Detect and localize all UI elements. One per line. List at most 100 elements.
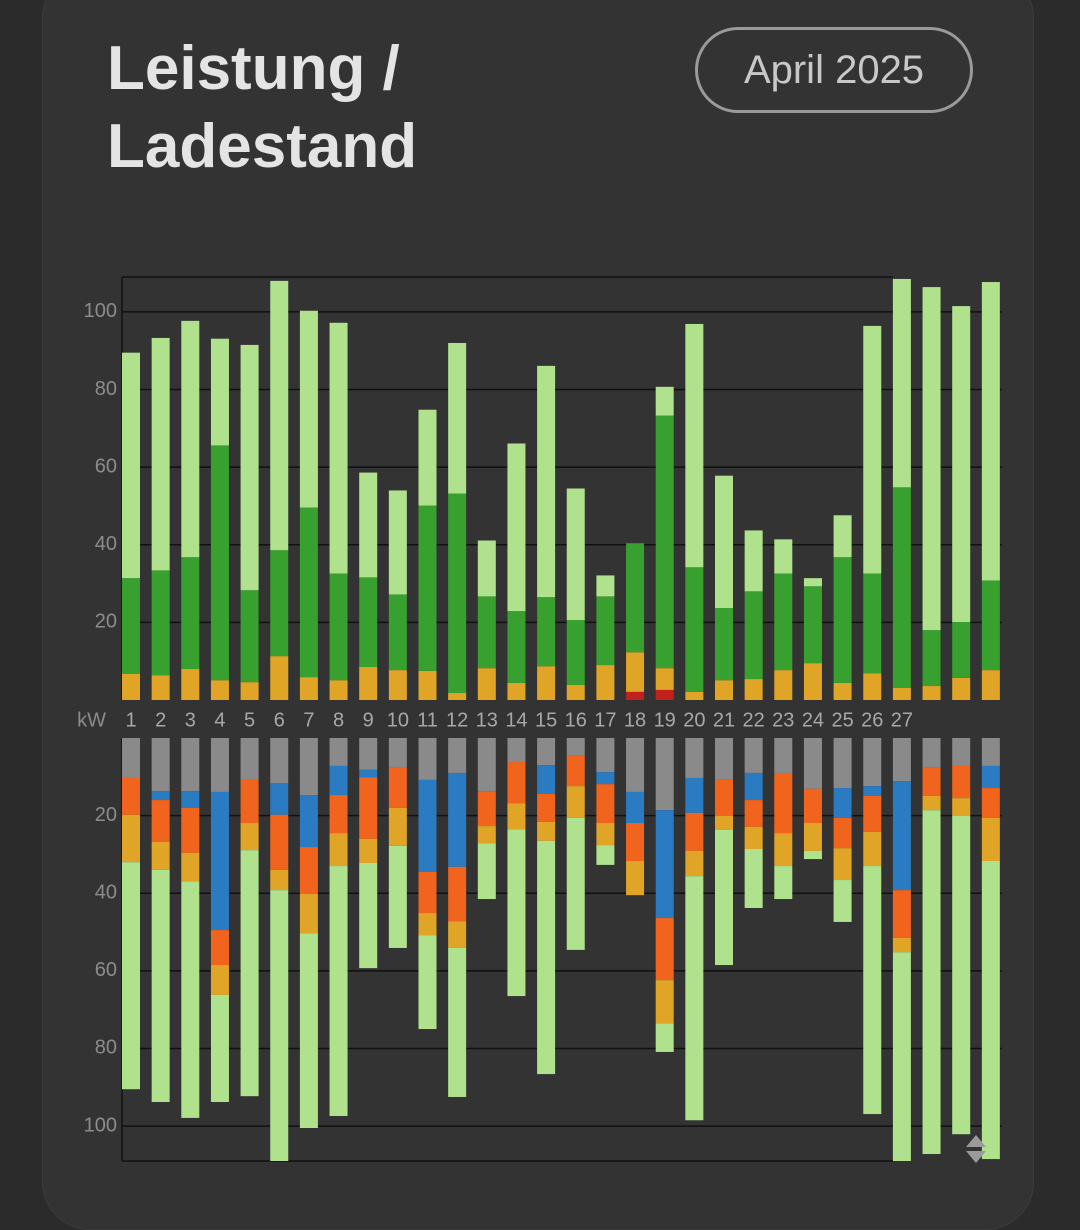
bar-segment	[774, 670, 793, 700]
bar-segment	[655, 415, 674, 669]
bar-segment	[981, 738, 1000, 766]
bar-segment	[477, 540, 496, 597]
bar-segment	[448, 947, 467, 1097]
bar-segment	[240, 779, 259, 823]
bar-segment	[329, 573, 348, 681]
bar-segment	[952, 306, 971, 622]
bar-segment	[863, 738, 882, 787]
bar-segment	[388, 767, 407, 808]
bar-segment	[477, 596, 496, 669]
bar-segment	[477, 826, 496, 844]
bar-segment	[833, 817, 852, 849]
bar-segment	[952, 621, 971, 678]
bar-segment	[329, 833, 348, 867]
x-tick-label: 26	[861, 709, 883, 731]
bar-segment	[418, 779, 437, 872]
bar-segment	[803, 788, 822, 823]
y-tick-label: 80	[95, 1037, 117, 1059]
x-tick-label: 3	[185, 709, 196, 731]
bar-segment	[892, 781, 911, 891]
sort-icon[interactable]	[966, 1135, 986, 1163]
bar-segment	[922, 630, 941, 687]
bar-segment	[655, 386, 674, 416]
bar-segment	[922, 810, 941, 1155]
bar-segment	[359, 577, 378, 668]
bar-segment	[744, 679, 763, 700]
bar-segment	[655, 738, 674, 811]
y-tick-label: 20	[95, 804, 117, 826]
bar-segment	[803, 663, 822, 700]
bar-segment	[359, 667, 378, 700]
bar-segment	[448, 693, 467, 700]
bar-segment	[448, 772, 467, 867]
x-tick-label: 12	[446, 709, 468, 731]
bar-segment	[803, 578, 822, 587]
bar-segment	[359, 738, 378, 770]
bar-segment	[270, 814, 289, 870]
bar-segment	[537, 821, 556, 841]
bar-segment	[122, 777, 140, 815]
bar-segment	[329, 765, 348, 796]
bar-segment	[626, 738, 645, 792]
bar-segment	[596, 575, 615, 597]
bar-segment	[359, 777, 378, 839]
bar-segment	[566, 620, 585, 685]
bar-segment	[596, 845, 615, 865]
unit-label: kW	[77, 709, 106, 731]
x-tick-label: 2	[155, 709, 166, 731]
bar-segment	[210, 791, 229, 931]
bar-segment	[210, 738, 229, 792]
bar-segment	[774, 833, 793, 867]
bar-segment	[181, 320, 200, 558]
bar-segment	[122, 352, 140, 579]
bar-segment	[122, 738, 140, 778]
bar-segment	[863, 325, 882, 574]
bar-segment	[151, 869, 170, 1103]
bar-segment	[566, 684, 585, 700]
bar-segment	[981, 580, 1000, 671]
x-tick-label: 23	[772, 709, 794, 731]
bar-segment	[151, 570, 170, 676]
bar-segment	[863, 673, 882, 700]
bar-segment	[270, 783, 289, 815]
bar-segment	[299, 894, 318, 934]
bar-segment	[448, 738, 467, 773]
bar-segment	[477, 843, 496, 900]
bar-segment	[537, 840, 556, 1075]
bar-segment	[715, 680, 733, 700]
bar-segment	[151, 675, 170, 700]
x-tick-label: 11	[417, 709, 438, 731]
bar-segment	[210, 338, 229, 446]
bar-segment	[507, 738, 526, 763]
bar-segment	[803, 850, 822, 860]
bar-segment	[833, 880, 852, 922]
bar-segment	[270, 550, 289, 657]
bar-segment	[240, 590, 259, 683]
y-tick-label: 100	[84, 1114, 117, 1136]
bar-segment	[744, 591, 763, 680]
bar-segment	[418, 738, 437, 780]
bar-segment	[359, 769, 378, 778]
period-button[interactable]: April 2025	[695, 27, 973, 113]
bar-segment	[596, 665, 615, 700]
bar-segment	[981, 861, 1000, 1160]
y-tick-label: 80	[95, 378, 117, 400]
bar-segment	[448, 921, 467, 948]
bar-segment	[122, 862, 140, 1090]
y-tick-label: 100	[84, 300, 117, 322]
bar-segment	[181, 738, 200, 792]
bar-segment	[181, 668, 200, 700]
x-tick-label: 18	[624, 709, 646, 731]
bar-segment	[774, 738, 793, 773]
bar-segment	[981, 788, 1000, 818]
bar-segment	[507, 611, 526, 683]
x-tick-label: 4	[214, 709, 225, 731]
bar-segment	[507, 443, 526, 612]
bar-segment	[270, 890, 289, 1161]
bar-segment	[566, 738, 585, 756]
bar-segment	[566, 786, 585, 818]
y-tick-label: 40	[95, 533, 117, 555]
bar-segment	[863, 831, 882, 867]
bar-segment	[329, 738, 348, 766]
